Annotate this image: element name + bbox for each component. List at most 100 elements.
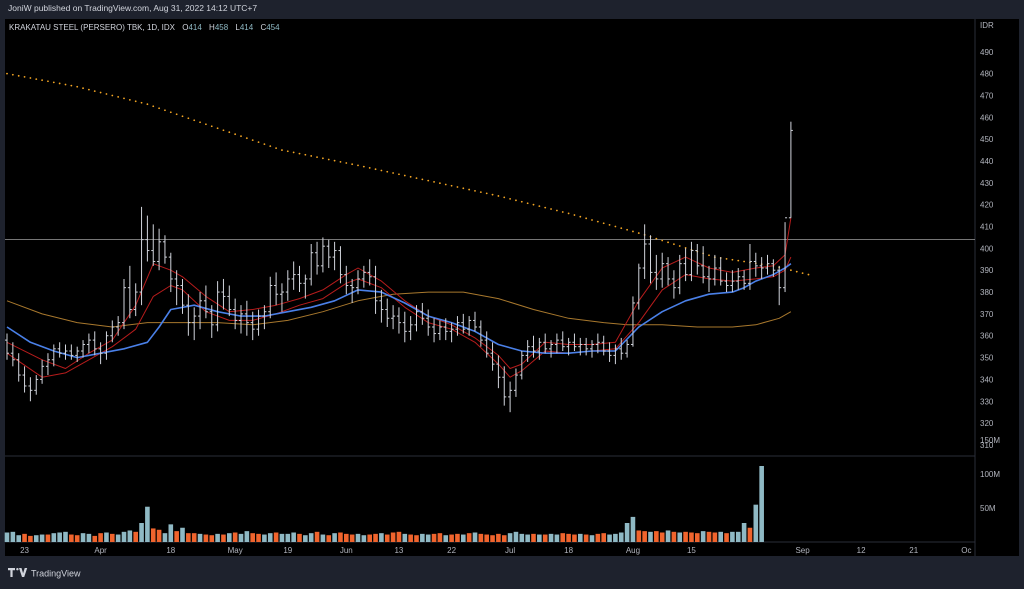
dotted-line-point [99,91,102,94]
dotted-line-point [257,141,260,144]
volume-bar [115,534,121,542]
volume-bar [659,532,665,542]
dotted-line-point [561,211,564,213]
volume-bar [262,534,267,542]
tradingview-logo[interactable]: TradingView [8,568,81,579]
ohlc-bar [256,309,261,336]
volume-bar [110,533,115,542]
x-tick-label: Aug [626,546,640,555]
dotted-line-point [322,157,324,160]
ma-slow-line [6,291,792,328]
volume-bar [420,533,425,542]
dotted-line-point [117,96,120,98]
x-tick-label: Oc [961,546,971,555]
x-tick-label: 13 [394,546,403,555]
ohlc-bar [110,320,115,343]
ohlc-bar [490,342,495,371]
dotted-line-point [444,183,447,186]
symbol-info: KRAKATAU STEEL (PERSERO) TBK, 1D, IDX O4… [9,23,280,32]
dotted-line-point [64,83,67,86]
ohlc-bar [227,285,232,317]
dotted-line-point [790,269,792,272]
ohlc-bar [578,337,583,356]
ohlc-bar [151,224,156,266]
ohlc-bar [209,305,214,338]
dotted-line-point [544,206,547,209]
volume-bar [80,533,86,542]
volume-bar [150,528,156,542]
dotted-line-point [538,205,541,208]
volume-bar [344,533,349,542]
dotted-line-point [801,272,804,275]
y-tick-label: 450 [980,135,994,144]
y-tick-label: 330 [980,397,994,406]
dotted-line-point [281,149,283,151]
volume-bar [624,523,630,542]
volume-bar [484,534,489,542]
dotted-line-point [556,209,558,212]
price-axis[interactable]: 310 320 330 340 350 360 370 380 390 400 410 420 430 4… [980,48,994,450]
volume-bar [741,523,747,542]
volume-bar [291,532,296,542]
volume-bar [700,531,706,542]
ohlc-bar [221,278,226,310]
dotted-line-point [164,109,166,112]
dotted-line-point [339,160,342,163]
dotted-line-point [637,232,640,234]
ohlc-bar [426,309,431,336]
ohlc-bar [630,296,635,347]
dotted-line-point [58,82,61,85]
ohlc-bar [437,320,442,341]
volume-bar [86,533,92,542]
dotted-line-point [210,125,213,128]
y-tick-label: 320 [980,419,994,428]
time-axis[interactable]: 23 Apr 18 May 19 Jun 13 22 Jul 18 Aug 15 Sep 12 21 Oc [20,546,971,555]
x-tick-label: 19 [283,546,292,555]
dotted-line-point [403,174,406,177]
ohlc-bar [385,298,390,327]
dotted-line-point [111,94,114,97]
ohlc-bar [104,331,109,360]
volume-bar [472,532,478,542]
volume-bar [209,535,215,542]
volume-bar [297,533,302,542]
dotted-line-point [205,123,207,126]
ohlc-bar [10,342,15,367]
x-tick-label: 23 [20,546,29,555]
ohlc-bar [116,316,121,336]
ohlc-bar [619,337,624,360]
dotted-line-point [368,167,371,169]
x-tick-label: 18 [564,546,573,555]
volume-bar [466,533,472,542]
ohlc-bar [473,311,477,332]
volume-bar [145,506,150,542]
ohlc-bar [69,344,74,360]
ohlc-bar [759,257,764,279]
y-tick-label: 440 [980,157,994,166]
volume-bar [174,531,179,542]
dotted-line-point [222,129,225,132]
ohlc-bar [40,359,45,384]
ohlc-bar [133,283,138,317]
ohlc-bar [765,254,770,275]
symbol-name: KRAKATAU STEEL (PERSERO) TBK, 1D, IDX [9,23,176,32]
ohlc-bar [590,340,594,358]
dotted-line-point [181,115,184,118]
volume-bar [513,531,519,542]
volume-bar [414,535,419,542]
dotted-line-point [152,105,155,108]
dotted-line-point [462,187,465,190]
volume-bar [455,533,460,542]
ohlc-bar [554,333,559,354]
volume-bar [759,466,764,542]
dotted-line-point [433,181,435,183]
dotted-line-point [386,170,389,173]
volume-bar [379,533,384,542]
ohlc-bar [75,346,80,362]
volume-bar [390,532,396,542]
volume-bar [215,533,220,542]
ohlc-bar [543,333,548,354]
dotted-line-point [47,80,49,83]
volume-bar [724,533,729,542]
